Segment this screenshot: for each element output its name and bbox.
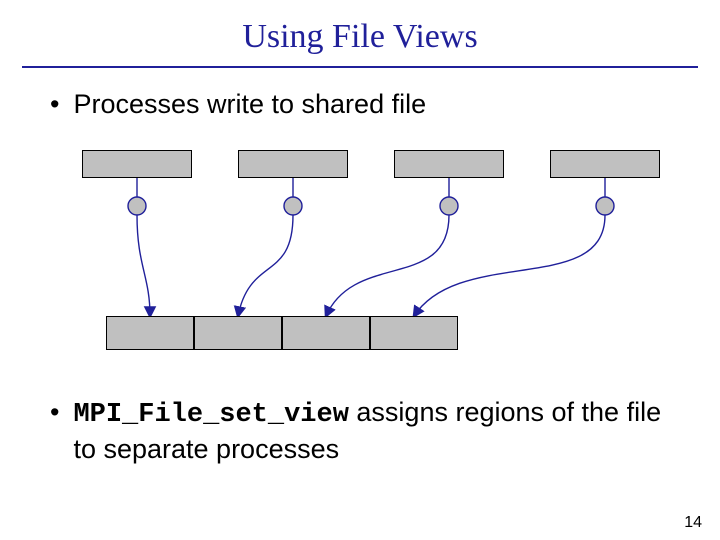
arrow-path [414,215,605,316]
bullet-dot-icon: • [50,88,59,120]
process-box [82,150,192,178]
process-box [394,150,504,178]
process-node-icon [284,197,302,215]
bullet-2-text: MPI_File_set_view assigns regions of the… [73,396,670,467]
title-text: Using File Views [242,18,477,55]
arrow-path [326,215,449,316]
slide-title: Using File Views [0,0,720,66]
process-node-icon [440,197,458,215]
page-number: 14 [684,514,702,532]
file-segment [194,316,282,350]
arrow-path [137,215,150,316]
bullet-2: • MPI_File_set_view assigns regions of t… [50,396,670,467]
process-box [550,150,660,178]
file-segment [370,316,458,350]
code-span: MPI_File_set_view [73,400,348,430]
bullet-1: • Processes write to shared file [50,88,670,122]
process-node-icon [596,197,614,215]
process-node-icon [128,197,146,215]
bullet-dot-icon: • [50,396,59,428]
file-segment [282,316,370,350]
bullet-list: • Processes write to shared file [0,68,720,122]
bullet-list-2: • MPI_File_set_view assigns regions of t… [0,396,720,467]
process-box [238,150,348,178]
file-segment [106,316,194,350]
bullet-1-text: Processes write to shared file [73,88,426,122]
arrow-path [238,215,293,316]
file-view-diagram [0,146,720,366]
